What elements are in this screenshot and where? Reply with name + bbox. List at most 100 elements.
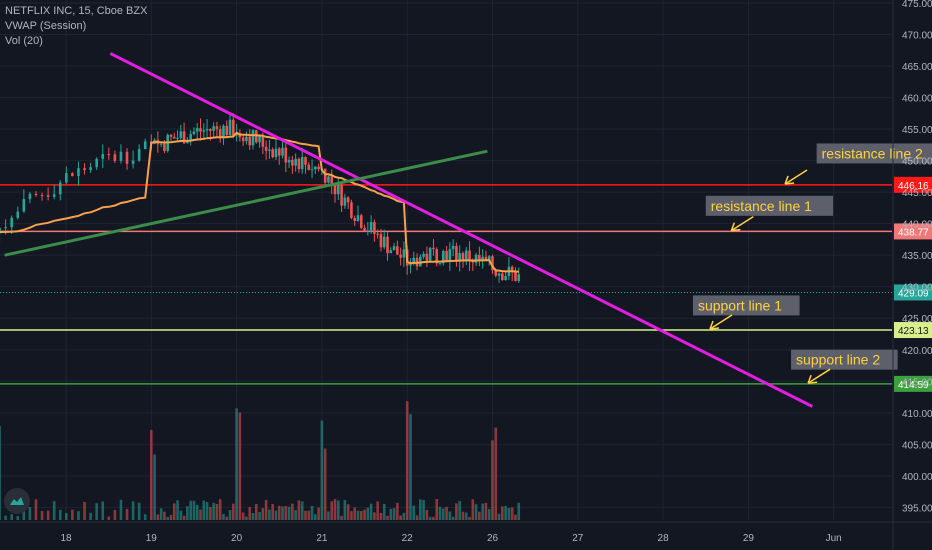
price-tag: [894, 284, 932, 301]
volume-bar: [258, 511, 261, 520]
candle-body: [228, 119, 232, 136]
price-axis: 446.16 438.77 429.09 423.13 414.59 395.00 400.…: [892, 0, 932, 550]
candle-body: [333, 184, 337, 195]
volume-bar: [192, 500, 196, 520]
symbol-title[interactable]: NETFLIX INC, 15, Cboe BZX: [5, 5, 148, 17]
candle-body: [179, 131, 183, 138]
volume-bar: [202, 500, 206, 520]
price-tick-label: 445.00: [902, 188, 932, 199]
candle-body: [445, 250, 448, 262]
candle-body: [458, 253, 461, 262]
candle-body: [291, 159, 294, 166]
candle-body: [327, 176, 330, 183]
volume-bar: [405, 401, 409, 520]
candle-body: [95, 158, 98, 168]
candle-body: [389, 250, 393, 254]
volume-bar: [22, 509, 26, 520]
volume-bar: [478, 511, 481, 520]
volume-bar: [71, 509, 74, 520]
candle-body: [113, 154, 117, 161]
annotation-label: support line 2: [796, 352, 880, 368]
time-axis: 18 19 20 21 22 26 27 28 29 Jun: [0, 521, 932, 544]
price-tag: [894, 322, 932, 339]
volume-bar: [143, 514, 147, 520]
volume-bar: [10, 514, 14, 520]
candle-body: [359, 215, 363, 228]
candle-body: [461, 253, 465, 262]
volume-bar: [491, 440, 494, 520]
candle-body: [258, 134, 261, 143]
vwap-legend[interactable]: VWAP (Session): [5, 20, 87, 32]
volume-bar: [392, 508, 396, 520]
volume-bar: [300, 501, 304, 520]
candle-body: [202, 130, 206, 132]
price-tag-label: 446.16: [898, 181, 929, 192]
candle-body: [353, 217, 357, 221]
volume-bar: [350, 511, 353, 520]
candle-body: [245, 136, 248, 142]
price-tag-label: 429.09: [898, 288, 929, 299]
candle-body: [251, 130, 255, 146]
candle-body: [71, 173, 74, 176]
candlesticks: [0, 113, 521, 283]
volume-bar: [510, 507, 514, 520]
volume-bar: [317, 507, 320, 520]
volume-bars: [0, 401, 521, 520]
candle-body: [284, 147, 288, 163]
candle-body: [119, 151, 123, 161]
volume-bar: [363, 509, 366, 520]
candle-body: [195, 128, 199, 132]
volume-legend[interactable]: Vol (20): [5, 35, 43, 47]
volume-bar: [428, 516, 432, 520]
volume-bar: [166, 516, 170, 520]
volume-bar: [343, 499, 347, 520]
candle-body: [494, 270, 498, 276]
annotation-arrow: [807, 368, 831, 384]
volume-bar: [0, 425, 1, 520]
volume-bar: [412, 505, 416, 520]
candle-body: [77, 168, 80, 176]
volume-bar: [304, 510, 307, 520]
candle-body: [402, 249, 406, 258]
annotation-arrow: [709, 314, 733, 330]
candle-body: [218, 129, 222, 139]
volume-bar: [438, 506, 442, 520]
candle-body: [222, 125, 225, 139]
candle-body: [366, 230, 370, 232]
candle-body: [307, 164, 311, 170]
price-tick-label: 410.00: [902, 409, 932, 420]
candle-body: [310, 169, 314, 171]
volume-bar: [445, 506, 448, 520]
candle-body: [131, 160, 135, 164]
volume-bar: [461, 511, 465, 520]
candle-body: [428, 247, 432, 261]
volume-bar: [307, 510, 311, 520]
volume-bar: [277, 505, 281, 520]
candle-body: [169, 134, 173, 137]
candle-body: [514, 272, 517, 281]
volume-bar: [314, 514, 317, 520]
price-tag-label: 438.77: [898, 227, 929, 238]
candle-body: [248, 136, 252, 146]
volume-bar: [448, 511, 452, 520]
candle-body: [58, 182, 62, 195]
price-tick-label: 440.00: [902, 220, 932, 231]
volume-bar: [340, 515, 343, 520]
volume-bar: [205, 502, 209, 520]
price-tick-label: 465.00: [902, 62, 932, 73]
arrow-head-icon: [709, 320, 720, 330]
annotation-label: support line 1: [698, 297, 782, 313]
candle-body: [40, 195, 44, 197]
volume-bar: [373, 512, 376, 520]
volume-bar: [422, 499, 425, 520]
volume-bar: [468, 516, 471, 520]
candle-body: [484, 256, 488, 261]
volume-bar: [425, 509, 429, 520]
candle-body: [28, 193, 32, 200]
annotations: resistance line 2 resistance line 1 suppor…: [692, 143, 932, 384]
time-tick-label: 26: [487, 533, 499, 544]
volume-bar: [225, 516, 229, 520]
candle-body: [304, 157, 307, 165]
volume-bar: [137, 502, 141, 520]
